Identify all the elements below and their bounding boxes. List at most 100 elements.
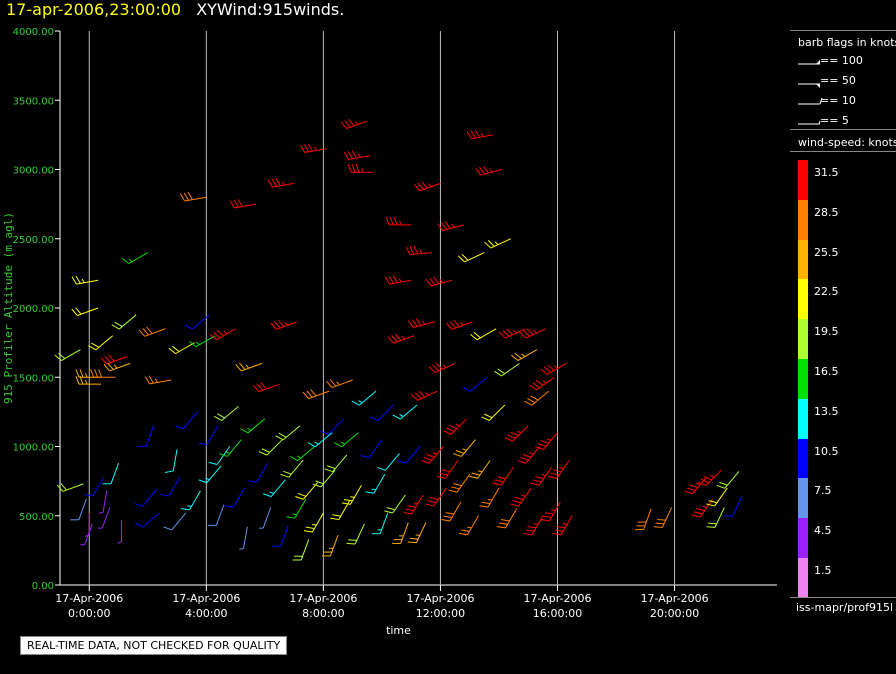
wind-barb — [168, 342, 195, 355]
barb-shaft — [221, 405, 239, 421]
barb-flag — [111, 324, 120, 330]
wind-barb — [457, 252, 485, 263]
barb-flag — [310, 389, 317, 397]
barb-flag — [498, 331, 506, 339]
wind-barb — [84, 476, 105, 497]
barb-flag — [450, 486, 460, 490]
barb-half-flag — [313, 146, 317, 151]
barb-flag — [492, 482, 502, 486]
wind-barb — [275, 425, 301, 441]
barb-flag — [441, 469, 451, 473]
wind-barb — [286, 498, 307, 519]
y-tick-label: 0.00 — [32, 581, 54, 592]
barb-shaft — [206, 465, 222, 484]
barb-half-flag — [225, 451, 231, 454]
barb-flag — [441, 222, 447, 230]
barb-half-flag — [312, 523, 317, 526]
barb-flag — [233, 199, 239, 208]
barb-flag — [494, 479, 504, 483]
barb-shaft — [308, 390, 330, 400]
wind-barb — [458, 515, 479, 536]
barb-flag — [706, 526, 716, 528]
wind-barb — [498, 328, 526, 339]
barb-shaft — [206, 425, 219, 446]
wind-barb — [213, 405, 239, 421]
barb-flag — [413, 184, 421, 192]
barb-flag — [458, 532, 468, 536]
barb-half-flag — [696, 482, 701, 486]
barb-flag — [79, 375, 84, 385]
barb-flag — [411, 319, 418, 327]
barb-legend: barb flags in knots == 100 == 50 == 10 =… — [790, 30, 896, 130]
barb-flag — [504, 437, 513, 442]
barb-shaft — [379, 512, 389, 534]
colorbar-swatch — [798, 359, 808, 399]
barb-flag — [425, 278, 432, 287]
wind-barb — [469, 460, 491, 479]
barb-flag — [295, 496, 304, 500]
barb-flag — [391, 335, 398, 343]
barb-half-flag — [521, 494, 526, 497]
wind-barb — [219, 439, 242, 457]
wind-barb — [346, 523, 365, 545]
barb-flag — [484, 241, 492, 249]
wind-barb — [453, 439, 476, 457]
x-tick-date: 17-Apr-2006 — [55, 592, 123, 605]
barb-flag — [252, 384, 260, 393]
barb-flag — [445, 512, 455, 515]
barb-flag — [696, 507, 705, 512]
colorbar-swatch — [798, 239, 808, 280]
barb-shaft — [419, 182, 441, 192]
barb-flag — [142, 328, 149, 336]
barb-flag — [134, 522, 143, 528]
wind-barb — [384, 494, 406, 514]
wind-barb — [75, 375, 101, 385]
barb-flag — [307, 143, 313, 152]
barb-shaft — [280, 525, 289, 547]
barb-flag — [453, 483, 462, 487]
y-axis-title: 915 Profiler Altitude (m agl) — [2, 212, 15, 404]
barb-shaft — [470, 376, 488, 392]
barb-shaft — [61, 349, 81, 361]
barb-flag — [183, 192, 190, 201]
wind-barb — [189, 335, 216, 348]
barb-flag — [84, 494, 93, 497]
barb-shaft — [276, 321, 298, 330]
barb-flag — [179, 193, 186, 202]
x-tick-date: 17-Apr-2006 — [289, 592, 357, 605]
barb-half-flag — [361, 168, 364, 173]
barb-flag — [91, 342, 100, 348]
barb-flag — [475, 167, 482, 176]
barb-half-flag — [357, 153, 361, 158]
barb-flag — [348, 539, 357, 541]
wind-barb — [209, 328, 236, 341]
barb-flag — [75, 369, 80, 378]
barb-flag — [235, 364, 242, 372]
barb-flag — [104, 355, 111, 363]
wind-barb — [267, 178, 295, 188]
barb-flag — [75, 375, 80, 385]
barb-half-flag — [117, 541, 122, 544]
barb-flag — [79, 369, 84, 378]
wind-barb — [530, 466, 553, 486]
barb-shaft — [288, 460, 304, 478]
wind-barb — [175, 411, 198, 430]
barb-key-100: == 100 — [820, 54, 863, 67]
wind-barb — [684, 476, 708, 495]
wind-barb — [270, 319, 298, 330]
wind-barb — [343, 150, 371, 160]
barb-half-flag — [154, 378, 158, 383]
wind-barb — [303, 512, 324, 533]
title-name: XYWind:915winds. — [196, 0, 345, 19]
barb-flag — [267, 179, 273, 188]
barb-flag — [429, 277, 436, 286]
colorbar-swatch — [798, 199, 808, 240]
barb-shaft — [172, 449, 178, 472]
wind-barb — [548, 460, 570, 479]
barb-flag — [481, 501, 491, 505]
y-tick-label: 3500.00 — [13, 96, 54, 107]
wind-barb — [421, 446, 444, 464]
barb-flag — [436, 475, 446, 479]
barb-half-flag — [710, 474, 715, 478]
barb-key-10: == 10 — [820, 94, 856, 107]
